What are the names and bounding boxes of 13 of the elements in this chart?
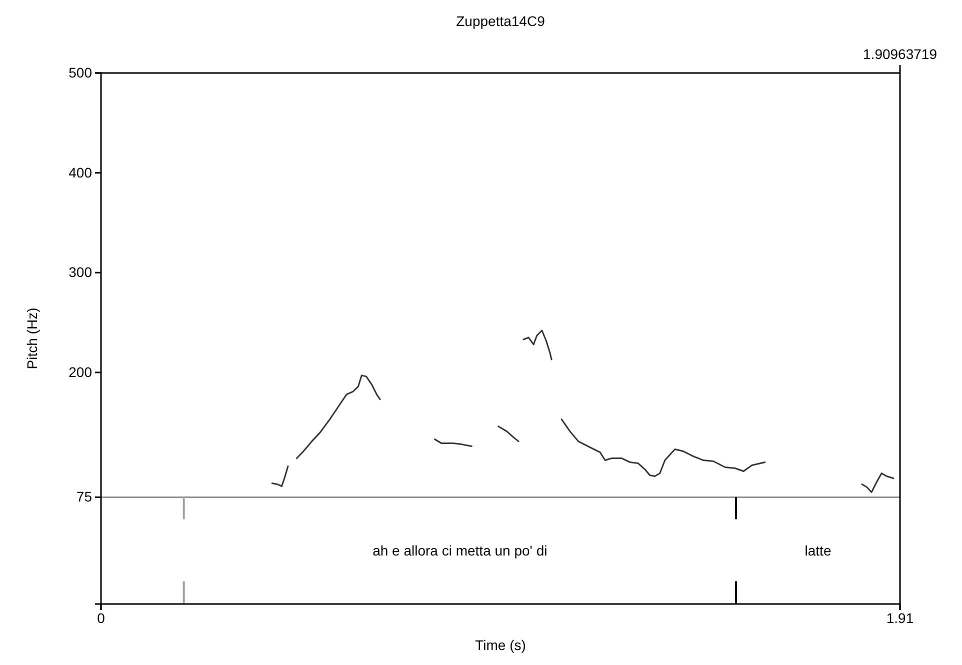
y-tick-label: 75 bbox=[76, 488, 92, 505]
annotation: ah e allora ci metta un po' di bbox=[372, 542, 548, 559]
y-tick-label: 200 bbox=[68, 364, 92, 380]
text: 1.90963719 bbox=[863, 46, 938, 62]
x-axis-title: Time (s) bbox=[475, 637, 526, 653]
y-axis-title: Pitch (Hz) bbox=[24, 308, 40, 370]
y-tick-label: 300 bbox=[68, 264, 92, 280]
chart-title: Zuppetta14C9 bbox=[456, 13, 546, 29]
y-tick-label: 500 bbox=[68, 64, 92, 80]
x-tick-label: 1.91 bbox=[886, 610, 914, 626]
y-tick-label: 400 bbox=[68, 164, 92, 180]
annotation: latte bbox=[804, 542, 832, 559]
x-tick-label: 0 bbox=[97, 610, 106, 626]
